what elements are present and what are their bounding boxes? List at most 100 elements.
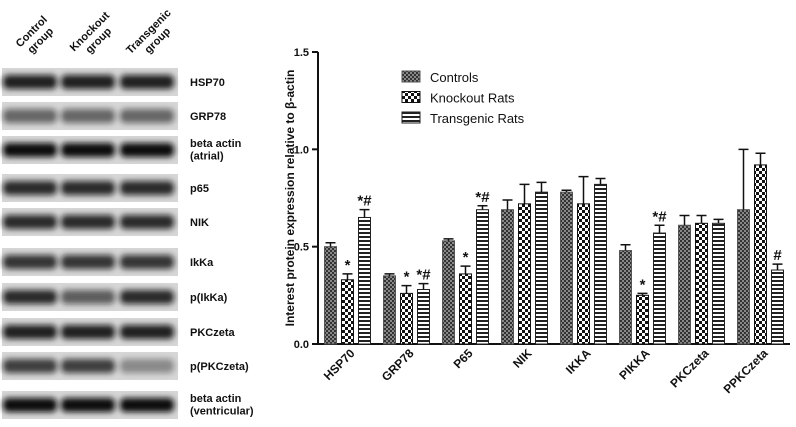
blot-band xyxy=(3,290,57,304)
legend-label: Knockout Rats xyxy=(430,91,515,106)
error-bar xyxy=(418,282,429,290)
blot-band xyxy=(120,255,174,269)
bar xyxy=(417,288,430,345)
x-tick-label: PKCzeta xyxy=(667,346,712,391)
bar xyxy=(577,203,590,345)
x-tick-label: IKKA xyxy=(563,346,594,377)
bar xyxy=(535,191,548,345)
blot-band xyxy=(61,398,115,412)
error-bar xyxy=(384,273,395,276)
bar xyxy=(341,279,354,345)
error-bar xyxy=(477,205,488,210)
bar xyxy=(459,273,472,345)
row-label: HSP70 xyxy=(190,77,225,89)
blot-band xyxy=(61,75,115,89)
x-tick-label: P65 xyxy=(451,346,476,371)
significance-mark: * xyxy=(463,249,469,266)
x-tick-label: PIKKA xyxy=(616,346,653,383)
legend-label: Controls xyxy=(430,70,479,85)
error-bar xyxy=(359,208,370,218)
blot-band xyxy=(120,359,174,373)
error-bar xyxy=(561,189,572,193)
row-label: p(IkKa) xyxy=(190,292,228,304)
x-tick-label: GRP78 xyxy=(379,346,417,384)
blot-band xyxy=(3,325,57,339)
blot-band xyxy=(3,181,57,195)
bar xyxy=(324,246,337,345)
blot-band xyxy=(3,255,57,269)
bar xyxy=(712,222,725,345)
legend-swatch xyxy=(401,91,421,103)
row-label: GRP78 xyxy=(190,111,226,123)
row-label: p(PKCzeta) xyxy=(190,361,249,373)
legend-label: Transgenic Rats xyxy=(430,111,525,126)
row-label: NIK xyxy=(190,217,209,229)
row-label: p65 xyxy=(190,183,209,195)
significance-mark: *# xyxy=(416,267,431,284)
error-bar xyxy=(325,242,336,247)
bar xyxy=(695,222,708,345)
blot-band xyxy=(3,143,57,157)
error-bar xyxy=(713,218,724,224)
significance-mark: *# xyxy=(475,189,490,206)
significance-mark: *# xyxy=(357,193,372,210)
bar xyxy=(754,164,767,345)
blot-band xyxy=(61,215,115,229)
blot-band xyxy=(120,143,174,157)
bar xyxy=(358,216,371,345)
western-blot: Controlgroup Knockoutgroup Transgenicgroup… xyxy=(2,7,254,419)
error-bar xyxy=(679,214,690,226)
bar xyxy=(678,224,691,345)
bar xyxy=(619,250,632,345)
y-tick-label: 1.5 xyxy=(294,47,309,59)
legend-swatch xyxy=(401,111,421,124)
error-bar xyxy=(443,238,454,241)
blot-band xyxy=(61,143,115,157)
bar xyxy=(594,183,607,345)
bar xyxy=(560,191,573,345)
y-tick-label: 1.0 xyxy=(294,144,309,156)
row-label: PKCzeta xyxy=(190,327,236,339)
error-bar xyxy=(342,273,353,280)
error-bar xyxy=(772,263,783,271)
row-label: IkKa xyxy=(190,257,214,269)
bar xyxy=(518,203,531,345)
error-bar xyxy=(578,175,589,204)
error-bar xyxy=(595,177,606,185)
lane-label: Transgenicgroup xyxy=(124,7,182,65)
blot-band xyxy=(120,75,174,89)
bar xyxy=(771,269,784,345)
x-tick-label: NIK xyxy=(510,346,535,371)
error-bar xyxy=(755,152,766,165)
blot-band xyxy=(120,325,174,339)
blot-band xyxy=(120,181,174,195)
legend-swatch xyxy=(401,70,421,83)
lane-label: Knockoutgroup xyxy=(68,9,122,63)
row-label: beta actin (atrial) xyxy=(190,138,242,163)
blot-band xyxy=(61,359,115,373)
blot-band xyxy=(61,290,115,304)
y-axis-label: Interest protein expression relative to … xyxy=(283,70,297,327)
significance-mark: * xyxy=(640,276,646,293)
blot-band xyxy=(3,398,57,412)
x-tick-label: PPKCzeta xyxy=(721,346,771,396)
bar xyxy=(383,275,396,345)
blot-band xyxy=(3,359,57,373)
bar xyxy=(442,240,455,345)
error-bar xyxy=(502,199,513,210)
error-bar xyxy=(460,265,471,274)
blot-band xyxy=(61,325,115,339)
error-bar xyxy=(536,181,547,193)
blot-band xyxy=(61,181,115,195)
blot-band xyxy=(120,109,174,123)
bar xyxy=(636,294,649,345)
error-bar xyxy=(620,243,631,251)
bar xyxy=(653,232,666,345)
blot-band xyxy=(120,215,174,229)
blot-band xyxy=(3,215,57,229)
bar xyxy=(737,209,750,345)
error-bar xyxy=(654,224,665,234)
bar xyxy=(476,209,489,345)
blot-band xyxy=(61,255,115,269)
